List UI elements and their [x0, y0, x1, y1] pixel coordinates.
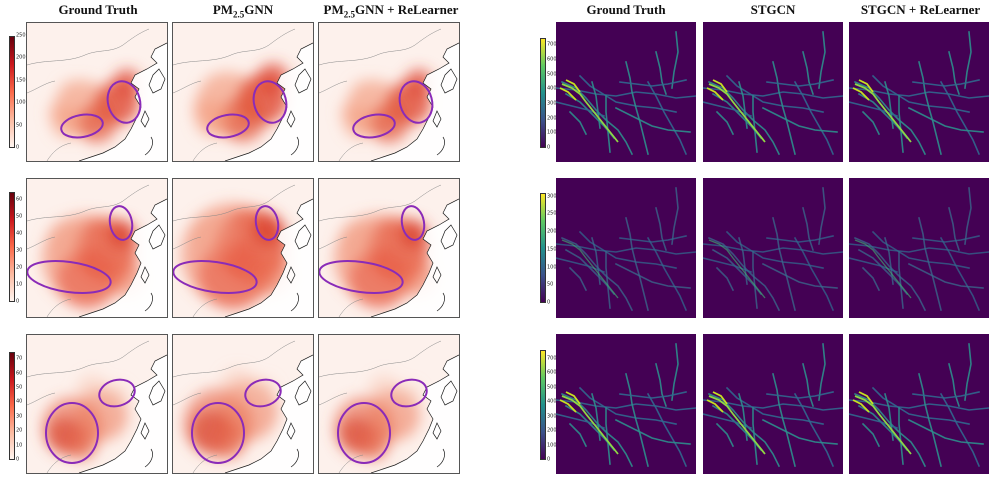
left-colorbar-tick-label: 60 [16, 196, 23, 203]
traffic-map-r3-stgcn [703, 334, 843, 474]
right-col-title-stgcn-relearner: STGCN + ReLearner [860, 2, 981, 17]
right-colorbar-tick-label: 0 [547, 144, 551, 151]
right-colorbar-tick-label: 100 [547, 264, 557, 271]
traffic-heatmap-graphic [703, 334, 843, 474]
pm25-map-graphic [319, 335, 459, 473]
traffic-heatmap-graphic [703, 22, 843, 162]
right-colorbar-tick-label: 200 [547, 427, 557, 434]
left-colorbar-tick-label: 50 [16, 213, 23, 220]
left-colorbar-tick-label: 50 [16, 384, 23, 391]
right-colorbar-tick-label: 700 [547, 355, 557, 362]
left-colorbar-tick-label: 60 [16, 370, 23, 377]
traffic-map-r1-stgcn [703, 22, 843, 162]
pm25-map-graphic [319, 23, 459, 161]
pm25-map-r1-pm25gnn-relearner [318, 22, 460, 162]
right-col-title-stgcn: STGCN [750, 2, 796, 17]
right-col-title-ground-truth: Ground Truth [586, 2, 666, 17]
left-colorbar-tick-label: 40 [16, 230, 23, 237]
right-colorbar-tick-label: 600 [547, 369, 557, 376]
pm25-map-graphic [173, 179, 313, 317]
right-colorbar-tick-label: 700 [547, 41, 557, 48]
left-col-title-pm25gnn-relearner: PM2.5GNN + ReLearner [323, 2, 459, 20]
right-colorbar-tick-label: 200 [547, 228, 557, 235]
traffic-map-r1-ground-truth [556, 22, 696, 162]
pm25-map-r2-pm25gnn-relearner [318, 178, 460, 318]
traffic-heatmap-graphic [556, 22, 696, 162]
right-colorbar-tick-label: 300 [547, 413, 557, 420]
left-colorbar-tick-label: 70 [16, 355, 23, 362]
left-colorbar-tick-label: 10 [16, 442, 23, 449]
left-colorbar-tick-label: 0 [16, 456, 20, 463]
pm25-map-graphic [173, 23, 313, 161]
right-colorbar-tick-label: 200 [547, 115, 557, 122]
pm25-map-r3-ground-truth [26, 334, 168, 474]
right-colorbar-row3 [540, 350, 546, 460]
left-col-title-ground-truth: Ground Truth [58, 2, 138, 17]
traffic-map-r3-stgcn-relearner [849, 334, 989, 474]
traffic-map-r2-stgcn-relearner [849, 178, 989, 318]
pm25-map-r1-pm25gnn [172, 22, 314, 162]
pm25-map-r2-pm25gnn [172, 178, 314, 318]
left-col-title-pm25gnn: PM2.5GNN [212, 2, 274, 20]
left-colorbar-tick-label: 20 [16, 264, 23, 271]
pm25-map-r3-pm25gnn [172, 334, 314, 474]
pm25-map-graphic [319, 179, 459, 317]
left-colorbar-tick-label: 30 [16, 247, 23, 254]
right-colorbar-tick-label: 500 [547, 71, 557, 78]
right-colorbar-tick-label: 100 [547, 129, 557, 136]
traffic-heatmap-graphic [556, 178, 696, 318]
left-colorbar-row1 [9, 36, 15, 148]
traffic-map-r1-stgcn-relearner [849, 22, 989, 162]
left-colorbar-tick-label: 0 [16, 298, 20, 305]
pm25-map-graphic [27, 23, 167, 161]
traffic-heatmap-graphic [849, 178, 989, 318]
left-colorbar-tick-label: 200 [16, 54, 26, 61]
traffic-heatmap-graphic [556, 334, 696, 474]
left-colorbar-tick-label: 100 [16, 99, 26, 106]
pm25-map-graphic [27, 335, 167, 473]
pm25-map-r2-ground-truth [26, 178, 168, 318]
traffic-heatmap-graphic [849, 22, 989, 162]
right-colorbar-tick-label: 400 [547, 85, 557, 92]
right-colorbar-tick-label: 300 [547, 193, 557, 200]
traffic-heatmap-graphic [849, 334, 989, 474]
right-colorbar-tick-label: 250 [547, 210, 557, 217]
right-colorbar-row1 [540, 38, 546, 148]
right-colorbar-tick-label: 300 [547, 100, 557, 107]
left-colorbar-row2 [9, 192, 15, 302]
left-colorbar-tick-label: 150 [16, 77, 26, 84]
left-colorbar-tick-label: 10 [16, 281, 23, 288]
right-colorbar-tick-label: 600 [547, 56, 557, 63]
traffic-map-r3-ground-truth [556, 334, 696, 474]
right-colorbar-tick-label: 0 [547, 299, 551, 306]
right-colorbar-tick-label: 0 [547, 456, 551, 463]
right-colorbar-tick-label: 100 [547, 442, 557, 449]
right-colorbar-tick-label: 150 [547, 246, 557, 253]
traffic-heatmap-graphic [703, 178, 843, 318]
left-colorbar-tick-label: 0 [16, 144, 20, 151]
right-colorbar-row2 [540, 193, 546, 303]
traffic-map-r2-ground-truth [556, 178, 696, 318]
pm25-map-graphic [173, 335, 313, 473]
left-colorbar-tick-label: 50 [16, 122, 23, 129]
pm25-map-r3-pm25gnn-relearner [318, 334, 460, 474]
left-colorbar-tick-label: 20 [16, 427, 23, 434]
left-colorbar-tick-label: 250 [16, 32, 26, 39]
left-colorbar-tick-label: 30 [16, 413, 23, 420]
left-colorbar-row3 [9, 352, 15, 460]
right-colorbar-tick-label: 500 [547, 384, 557, 391]
pm25-map-graphic [27, 179, 167, 317]
left-colorbar-tick-label: 40 [16, 398, 23, 405]
pm25-map-r1-ground-truth [26, 22, 168, 162]
right-colorbar-tick-label: 400 [547, 398, 557, 405]
right-colorbar-tick-label: 50 [547, 281, 554, 288]
traffic-map-r2-stgcn [703, 178, 843, 318]
